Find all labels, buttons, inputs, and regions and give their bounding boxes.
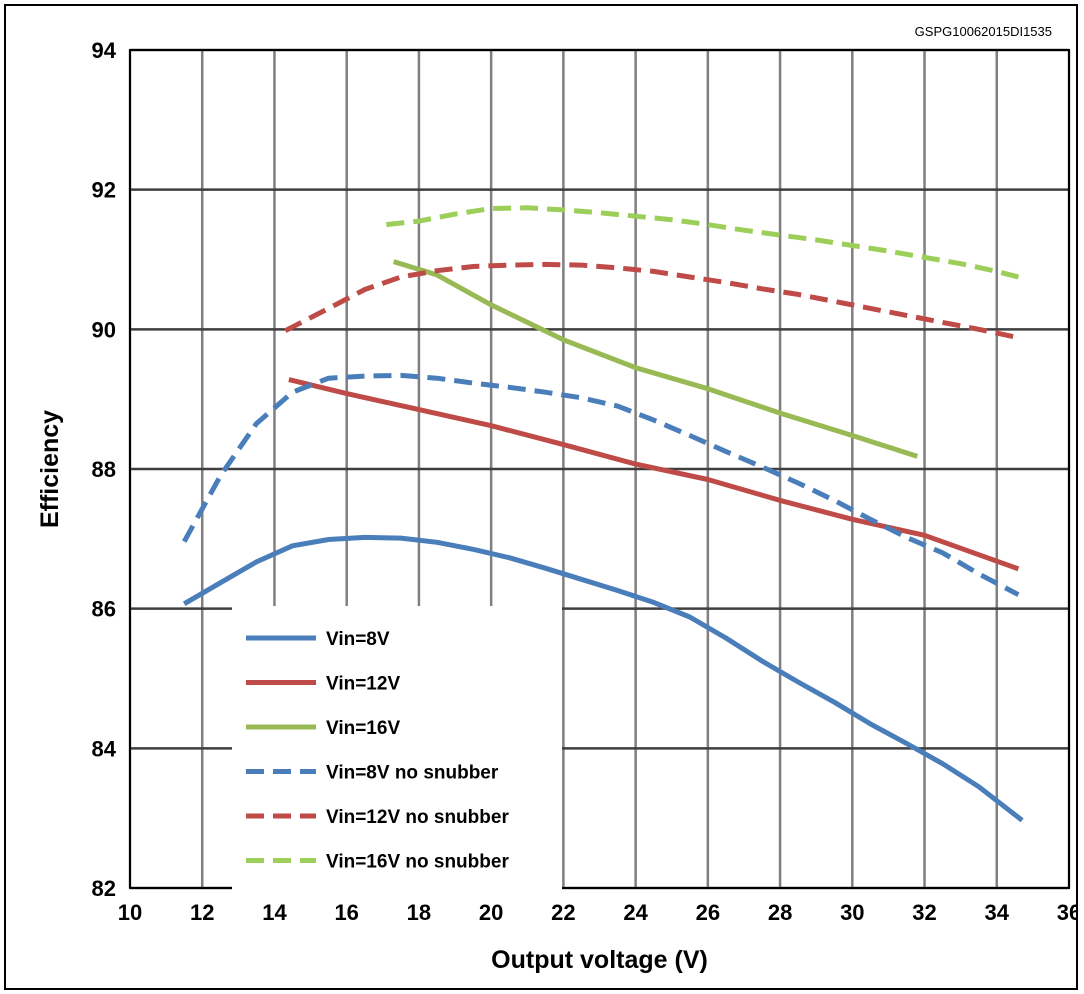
y-tick-label: 94 — [92, 38, 117, 63]
x-axis-title: Output voltage (V) — [491, 946, 708, 974]
legend-label: Vin=12V — [326, 674, 400, 695]
series-line — [182, 372, 1020, 597]
series-line — [182, 534, 1024, 823]
x-tick-label: 22 — [551, 900, 575, 925]
y-tick-label: 86 — [92, 597, 116, 622]
efficiency-chart: 10 12 14 16 18 20 22 24 26 28 30 32 34 36 82 84 86 88 90 92… — [36, 38, 1076, 974]
x-tick-label: 26 — [696, 900, 720, 925]
x-tick-label: 24 — [623, 900, 648, 925]
series-line — [392, 259, 919, 459]
x-tick-label: 10 — [118, 900, 142, 925]
chart-frame: GSPG10062015DI1535 10 12 14 16 18 20 22 24 26 28 3… — [4, 4, 1078, 990]
x-tick-label: 12 — [190, 900, 214, 925]
legend: Vin=8V Vin=12V Vin=16V Vin=8V no snubber Vin… — [232, 606, 562, 891]
y-tick-label: 84 — [92, 736, 117, 761]
legend-label: Vin=16V no snubber — [326, 852, 509, 873]
x-tick-label: 30 — [840, 900, 864, 925]
x-tick-label: 34 — [985, 900, 1010, 925]
plot-border — [129, 49, 1070, 889]
x-tick-label: 20 — [479, 900, 503, 925]
series-line — [288, 377, 1020, 572]
y-tick-label: 90 — [92, 317, 116, 342]
series-line — [284, 261, 1019, 341]
legend-box — [232, 606, 562, 891]
x-tick-label: 14 — [262, 900, 287, 925]
x-tick-label: 36 — [1057, 900, 1076, 925]
x-tick-label: 18 — [407, 900, 431, 925]
legend-label: Vin=8V — [326, 629, 390, 650]
series-line — [386, 205, 1020, 280]
figure-code: GSPG10062015DI1535 — [914, 24, 1052, 39]
legend-label: Vin=12V no snubber — [326, 807, 509, 828]
y-tick-label: 82 — [92, 876, 116, 901]
y-tick-label: 92 — [92, 178, 116, 203]
series-group — [182, 205, 1024, 823]
y-axis-title: Efficiency — [36, 410, 64, 528]
y-tick-label: 88 — [92, 457, 116, 482]
legend-label: Vin=8V no snubber — [326, 763, 499, 784]
legend-label: Vin=16V — [326, 718, 400, 739]
x-tick-label: 32 — [912, 900, 936, 925]
x-tick-label: 16 — [334, 900, 358, 925]
x-tick-label: 28 — [768, 900, 792, 925]
tick-labels: 10 12 14 16 18 20 22 24 26 28 30 32 34 36 82 84 86 88 90 92… — [92, 38, 1076, 925]
